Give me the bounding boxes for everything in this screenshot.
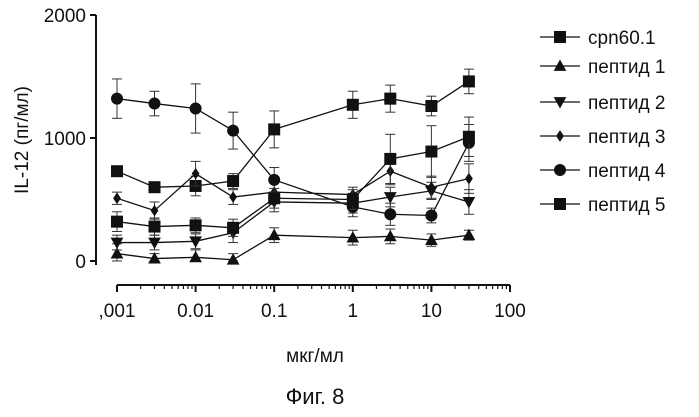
figure-caption: Фиг. 8 (286, 384, 345, 409)
data-point (190, 220, 201, 231)
legend-item-1: cpn60.1 (540, 28, 656, 49)
data-point (112, 216, 123, 227)
y-axis-label: IL-12 (пг/мл) (12, 86, 33, 194)
data-point (463, 230, 474, 240)
x-tick-label: 100 (494, 301, 526, 322)
legend-label: пептид 3 (588, 127, 665, 148)
y-tick-label: 2000 (44, 6, 86, 27)
data-point (228, 222, 239, 233)
x-tick-label: 0.1 (261, 301, 287, 322)
data-point (228, 176, 239, 187)
legend-label: пептид 2 (588, 93, 665, 114)
y-tick-label: 0 (75, 252, 86, 273)
data-point (466, 174, 473, 184)
data-point (269, 124, 280, 135)
y-tick-label: 1000 (44, 129, 86, 150)
x-tick-label: ,001 (99, 301, 136, 322)
series-line (117, 171, 469, 210)
legend: cpn60.1 пептид 1 пептид 2 пептид 3 пептид 4 п… (540, 28, 666, 216)
series-line (117, 81, 469, 187)
legend-item-5: пептид 4 (540, 161, 666, 182)
data-point (385, 153, 396, 164)
x-axis-label: мкг/мл (286, 346, 344, 367)
data-point (230, 192, 237, 202)
series-1 (112, 69, 475, 196)
data-point (112, 166, 123, 177)
data-point (426, 101, 437, 112)
legend-marker (555, 32, 566, 43)
legend-item-4: пептид 3 (540, 127, 665, 148)
data-point (149, 98, 160, 109)
data-point (426, 210, 437, 221)
series-line (117, 137, 469, 228)
axes: 0 1000 2000 ,001 0.01 0.1 1 10 100 (44, 6, 526, 322)
legend-marker (555, 199, 566, 210)
legend-label: пептид 5 (588, 195, 665, 216)
legend-label: пептид 4 (588, 161, 666, 182)
series-line (117, 235, 469, 260)
data-point (149, 182, 160, 193)
data-point (269, 174, 280, 185)
data-point (192, 169, 199, 179)
data-point (385, 93, 396, 104)
series-6 (112, 117, 475, 236)
data-point (114, 193, 121, 203)
data-point (190, 252, 201, 262)
series-5 (112, 79, 475, 225)
data-point (463, 198, 474, 208)
series-4 (112, 158, 474, 220)
data-point (385, 231, 396, 241)
legend-item-6: пептид 5 (540, 195, 665, 216)
data-point (228, 125, 239, 136)
data-point (190, 103, 201, 114)
data-point (347, 194, 358, 205)
series-layer (112, 69, 475, 264)
data-point (385, 209, 396, 220)
data-point (347, 99, 358, 110)
data-point (269, 230, 280, 240)
data-point (112, 93, 123, 104)
x-tick-label: 10 (421, 301, 442, 322)
data-point (463, 76, 474, 87)
legend-item-3: пептид 2 (540, 93, 665, 114)
data-point (426, 146, 437, 157)
series-2 (112, 228, 475, 264)
x-tick-label: 0.01 (177, 301, 214, 322)
data-point (269, 193, 280, 204)
legend-item-2: пептид 1 (540, 57, 665, 78)
legend-label: пептид 1 (588, 57, 665, 78)
legend-marker (557, 131, 564, 141)
data-point (151, 206, 158, 216)
data-point (149, 221, 160, 232)
data-point (463, 131, 474, 142)
legend-marker (555, 165, 566, 176)
x-tick-label: 1 (348, 301, 359, 322)
legend-label: cpn60.1 (588, 28, 656, 49)
chart: 0 1000 2000 ,001 0.01 0.1 1 10 100 cpn60.1 пептид… (0, 0, 699, 417)
